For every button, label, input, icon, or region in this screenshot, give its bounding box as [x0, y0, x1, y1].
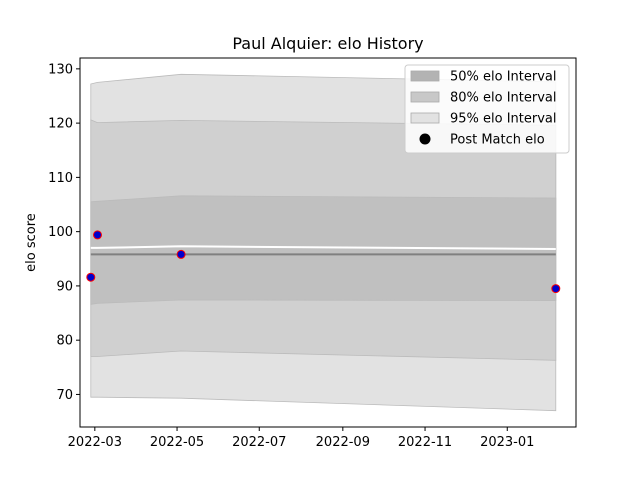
y-tick-label: 130	[48, 62, 73, 77]
chart-title: Paul Alquier: elo History	[232, 34, 423, 53]
x-tick-label: 2023-01	[480, 435, 534, 450]
legend-marker	[419, 133, 431, 145]
x-tick-label: 2022-11	[398, 435, 452, 450]
legend-swatch	[410, 70, 440, 82]
y-axis-label: elo score	[24, 213, 39, 272]
legend-label: 50% elo Interval	[450, 70, 557, 85]
legend-label: Post Match elo	[450, 133, 545, 148]
x-tick-label: 2022-05	[150, 435, 204, 450]
post-match-point-1	[86, 272, 96, 282]
x-tick-label: 2022-03	[68, 435, 122, 450]
bands-layer	[90, 73, 557, 412]
lines-layer	[90, 245, 556, 256]
post-match-point-2	[93, 230, 102, 240]
y-tick-label: 90	[56, 279, 73, 294]
x-axis: 2022-03 2022-05 2022-07 2022-09 2022-11 2023-…	[68, 427, 534, 450]
legend-label: 95% elo Interval	[450, 112, 557, 127]
plot-frame	[79, 57, 577, 428]
y-tick-label: 80	[56, 334, 73, 349]
post-match-point-3	[176, 249, 186, 259]
interval-band-3	[90, 195, 557, 305]
legend-box	[404, 64, 570, 154]
x-tick-label: 2022-09	[316, 435, 370, 450]
x-tick-label: 2022-07	[232, 435, 286, 450]
y-tick-label: 120	[48, 117, 73, 132]
legend-swatch	[410, 91, 440, 103]
y-axis: 70 80 90 100 110 120 130	[48, 62, 80, 403]
points-layer	[86, 230, 561, 294]
y-tick-label: 100	[48, 225, 73, 240]
elo-line-1	[90, 245, 556, 250]
y-tick-label: 110	[48, 171, 73, 186]
legend-swatch	[410, 112, 440, 124]
y-tick-label: 70	[56, 388, 73, 403]
legend: 50% elo Interval 80% elo Interval 95% elo …	[404, 64, 570, 154]
legend-label: 80% elo Interval	[450, 91, 557, 106]
post-match-point-4	[551, 284, 561, 294]
